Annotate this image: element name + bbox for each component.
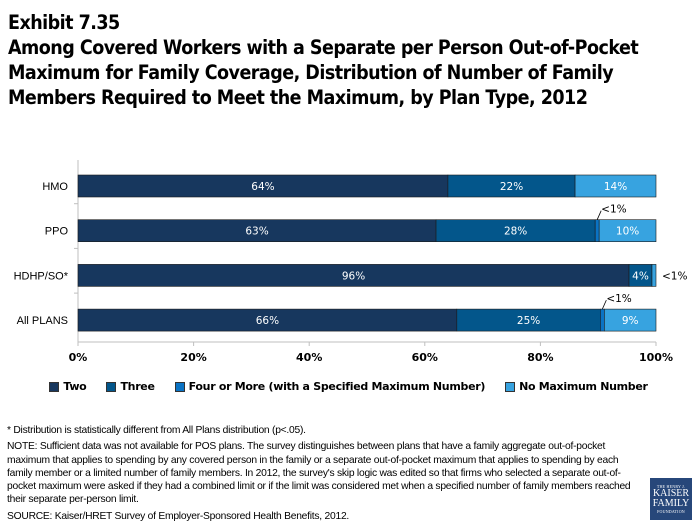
bar-segment	[651, 264, 657, 287]
legend-swatch-three	[106, 381, 117, 392]
legend-label-four-or-more: Four or More (with a Specified Maximum N…	[188, 380, 486, 393]
bars	[77, 174, 657, 332]
title-line-2: Maximum for Family Coverage, Distributio…	[8, 61, 614, 84]
title-line-3: Members Required to Meet the Maximum, by…	[8, 86, 588, 109]
bar-segment	[598, 219, 657, 243]
legend-swatch-no-maximum	[505, 381, 516, 392]
category-label: All PLANS	[17, 315, 68, 327]
chart-title: Exhibit 7.35 Among Covered Workers with …	[8, 10, 639, 110]
footnote: * Distribution is statistically differen…	[7, 425, 306, 436]
data-label: 14%	[604, 181, 627, 193]
data-label: 10%	[616, 226, 639, 238]
x-tick-label: 80%	[527, 351, 553, 364]
x-tick-label: 40%	[296, 351, 322, 364]
data-label-callout: <1%	[601, 204, 626, 216]
exhibit-number: Exhibit 7.35	[8, 11, 120, 34]
kff-logo: THE HENRY J. KAISER FAMILY FOUNDATION	[650, 478, 692, 520]
legend: Two Three Four or More (with a Specified…	[0, 380, 697, 393]
x-tick-label: 100%	[639, 351, 673, 364]
legend-label-no-maximum: No Maximum Number	[519, 380, 648, 393]
legend-item-three: Three	[106, 380, 155, 393]
data-labels: 64% 22% 14%63% 28%<1%10%96% 4% <1%66% 25%<1%9%	[245, 181, 687, 327]
data-label-callout: <1%	[606, 293, 631, 305]
note-text: NOTE: Sufficient data was not available …	[7, 441, 631, 506]
logo-line-1: THE HENRY J.	[656, 484, 686, 489]
legend-item-two: Two	[49, 380, 87, 393]
legend-label-two: Two	[63, 380, 87, 393]
data-label: 25%	[517, 315, 540, 327]
title-line-1: Among Covered Workers with a Separate pe…	[8, 36, 639, 59]
x-tick-label: 60%	[412, 351, 438, 364]
source-text: SOURCE: Kaiser/HRET Survey of Employer-S…	[7, 510, 350, 522]
logo-line-2: KAISER	[652, 488, 690, 499]
legend-item-no-maximum: No Maximum Number	[505, 380, 648, 393]
data-label-callout: <1%	[662, 270, 687, 282]
data-label: 22%	[500, 181, 523, 193]
data-label: 9%	[622, 315, 639, 327]
callout-leader-line	[601, 299, 607, 310]
bar-segment	[600, 308, 605, 332]
bar-segment	[594, 219, 600, 243]
x-tick-label: 20%	[180, 351, 206, 364]
stacked-bar-chart: 0% 20% 40% 60% 80% 100% HMO PPO HDHP/SO* All PLAN…	[14, 160, 687, 364]
data-label: 64%	[251, 181, 274, 193]
callout-leader-line	[596, 210, 602, 220]
bar-segment	[604, 308, 657, 332]
data-label: 28%	[504, 226, 527, 238]
legend-swatch-four-or-more	[174, 381, 185, 392]
bar-segment	[574, 174, 657, 198]
data-label: 66%	[256, 315, 279, 327]
data-label: 4%	[632, 270, 649, 282]
legend-label-three: Three	[120, 380, 155, 393]
legend-item-four-or-more: Four or More (with a Specified Maximum N…	[174, 380, 486, 393]
category-label: HMO	[42, 181, 68, 193]
data-label: 63%	[245, 226, 268, 238]
data-label: 96%	[342, 270, 365, 282]
category-label: HDHP/SO*	[14, 270, 69, 282]
axes: 0% 20% 40% 60% 80% 100% HMO PPO HDHP/SO* All PLAN…	[14, 160, 673, 364]
legend-swatch-two	[49, 381, 60, 392]
logo-line-4: FOUNDATION	[657, 509, 685, 514]
logo-line-3: FAMILY	[652, 498, 690, 509]
category-label: PPO	[45, 226, 69, 238]
x-tick-label: 0%	[69, 351, 88, 364]
notes: * Distribution is statistically differen…	[7, 424, 642, 526]
